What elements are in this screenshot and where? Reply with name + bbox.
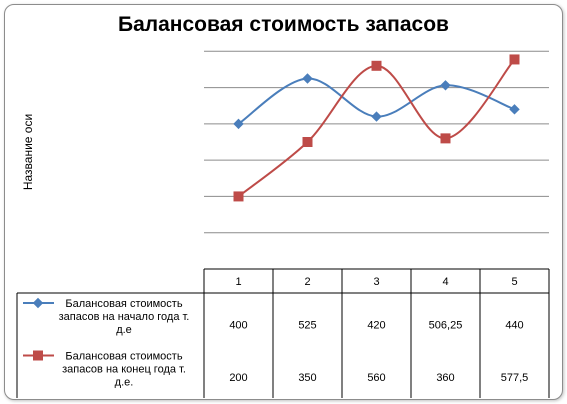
x-tick-label: 2 [304,276,310,288]
data-label: 360 [436,372,454,384]
data-label: 400 [229,319,247,331]
data-label: 350 [298,372,316,384]
data-label: 560 [367,372,385,384]
legend-label-1: запасов на начало года т. [59,311,190,323]
x-tick-label: 4 [442,276,448,288]
legend-label-2: д.е. [115,377,134,389]
series-2-point-5 [509,54,520,65]
chart-title: Балансовая стоимость запасов [118,13,449,36]
series-2-point-2 [302,137,313,147]
data-label: 420 [367,319,385,331]
data-label: 506,25 [429,319,463,331]
data-label: 577,5 [501,372,529,384]
series-2-point-4 [440,133,451,144]
series-1-point-2 [302,73,313,84]
x-tick-label: 3 [373,276,379,288]
series-1-point-5 [509,104,520,115]
legend-key-marker-2 [33,350,43,361]
chart-frame [4,4,563,400]
x-tick-label: 1 [235,276,241,288]
x-tick-label: 5 [511,276,517,288]
data-label: 440 [505,319,523,331]
legend-key-marker-1 [32,297,44,309]
series-2-point-1 [233,191,244,202]
data-label: 525 [298,319,316,331]
series-1-point-4 [440,80,451,91]
data-label: 200 [229,372,247,384]
legend-label-1: д.е [116,324,132,336]
series-2-line [237,58,516,198]
plot-series [233,54,520,202]
grid-lines [204,50,549,234]
series-1-point-1 [233,118,244,130]
series-2-point-3 [371,60,382,71]
series-1-point-3 [371,111,382,122]
legend-label-1: Балансовая стоимость [65,298,182,310]
legend-label-2: запасов на конец года т. [62,364,186,376]
legend-label-2: Балансовая стоимость [65,351,182,363]
